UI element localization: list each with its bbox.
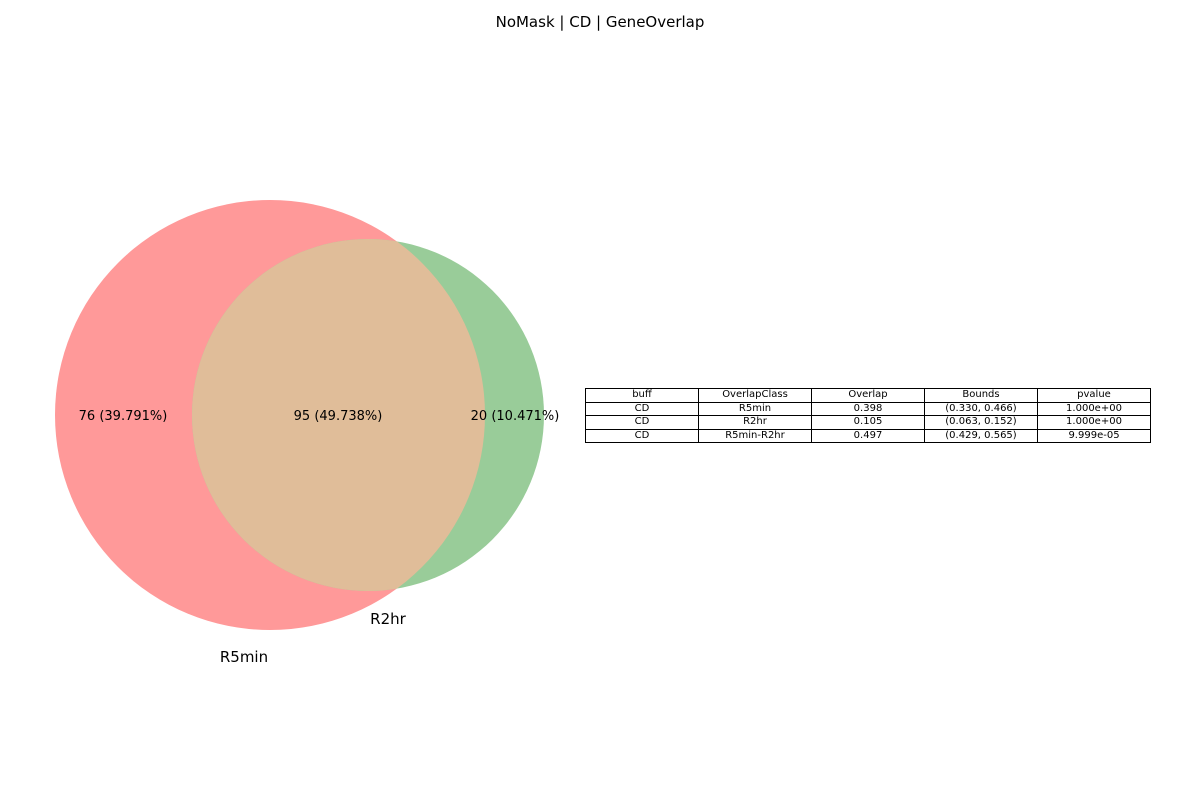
table-header-cell: buff <box>585 388 699 403</box>
table-header-row: buff OverlapClass Overlap Bounds pvalue <box>585 388 1151 403</box>
venn-set-label-r2hr: R2hr <box>370 610 406 628</box>
table-cell: 0.105 <box>811 415 925 430</box>
table-cell: 9.999e-05 <box>1037 428 1151 443</box>
overlap-stats-table: buff OverlapClass Overlap Bounds pvalue CD R5m… <box>585 388 1151 443</box>
table-cell: 0.398 <box>811 401 925 416</box>
venn-set-label-r5min: R5min <box>220 648 268 666</box>
table-cell: CD <box>585 428 699 443</box>
venn-region-label-r5min-only: 76 (39.791%) <box>79 409 168 424</box>
table-cell: (0.063, 0.152) <box>924 415 1038 430</box>
table-cell: 0.497 <box>811 428 925 443</box>
table-cell: R5min <box>698 401 812 416</box>
table-cell: (0.429, 0.565) <box>924 428 1038 443</box>
table-header-cell: Bounds <box>924 388 1038 403</box>
table-cell: 1.000e+00 <box>1037 401 1151 416</box>
table-cell: (0.330, 0.466) <box>924 401 1038 416</box>
venn-region-label-overlap: 95 (49.738%) <box>294 409 383 424</box>
table-row: CD R2hr 0.105 (0.063, 0.152) 1.000e+00 <box>585 415 1151 430</box>
table-cell: R2hr <box>698 415 812 430</box>
venn-overlap-region <box>192 239 485 591</box>
table-header-cell: Overlap <box>811 388 925 403</box>
table-row: CD R5min-R2hr 0.497 (0.429, 0.565) 9.999e-05 <box>585 428 1151 443</box>
table-cell: CD <box>585 401 699 416</box>
table-cell: 1.000e+00 <box>1037 415 1151 430</box>
table-header-cell: OverlapClass <box>698 388 812 403</box>
table-row: CD R5min 0.398 (0.330, 0.466) 1.000e+00 <box>585 401 1151 416</box>
table-cell: CD <box>585 415 699 430</box>
table-cell: R5min-R2hr <box>698 428 812 443</box>
table-header-cell: pvalue <box>1037 388 1151 403</box>
venn-region-label-r2hr-only: 20 (10.471%) <box>471 409 560 424</box>
chart-title: NoMask | CD | GeneOverlap <box>495 13 705 31</box>
